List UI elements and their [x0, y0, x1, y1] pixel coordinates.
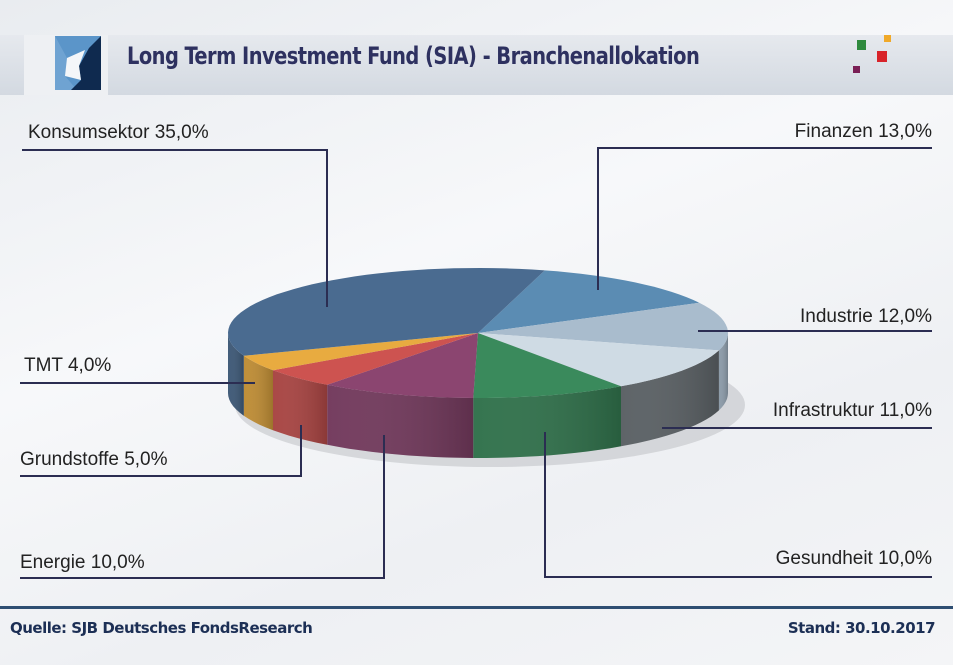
pie-side-shade: [243, 355, 273, 431]
pie-slice-grundstoffe: [273, 333, 478, 385]
pie-slice-finanzen: [478, 270, 700, 333]
pie-side-shade: [228, 333, 244, 416]
brand-squares-icon: [853, 35, 891, 73]
pie-slice-infrastruktur: [478, 333, 719, 387]
header-band: [0, 35, 953, 95]
pie-slice-energie: [327, 333, 478, 398]
pie-side-shade: [327, 384, 474, 458]
data-label-energie: Energie 10,0%: [20, 552, 145, 573]
leader-line-finanzen: [597, 147, 932, 290]
data-label-gesundheit: Gesundheit 10,0%: [776, 548, 932, 569]
pie-slice-tmt: [243, 333, 478, 371]
pie-side-shade: [718, 333, 728, 411]
leader-line-energie: [20, 435, 385, 579]
pie-side-shade: [621, 350, 719, 447]
pie-slice-industrie: [478, 302, 728, 351]
data-label-tmt: TMT 4,0%: [24, 355, 111, 376]
data-label-grundstoffe: Grundstoffe 5,0%: [20, 449, 168, 470]
page-title: Long Term Investment Fund (SIA) - Branch…: [127, 42, 700, 70]
pie-side-shade: [473, 386, 621, 458]
pie-side-shade: [273, 370, 328, 445]
data-label-industrie: Industrie 12,0%: [800, 306, 932, 327]
company-logo-icon: [55, 36, 101, 90]
date-note: Stand: 30.10.2017: [787, 619, 936, 637]
data-label-infrastruktur: Infrastruktur 11,0%: [773, 400, 932, 421]
data-label-finanzen: Finanzen 13,0%: [795, 121, 932, 142]
leader-line-grundstoffe: [20, 425, 302, 477]
pie-slice-konsumsektor: [228, 268, 545, 356]
source-note: Quelle: SJB Deutsches FondsResearch: [10, 619, 313, 637]
leader-line-konsumsektor: [22, 149, 328, 307]
footer-divider: [0, 606, 953, 609]
pie-slice-gesundheit: [473, 333, 621, 398]
data-label-konsumsektor: Konsumsektor 35,0%: [28, 122, 209, 143]
leader-line-gesundheit: [544, 432, 932, 578]
